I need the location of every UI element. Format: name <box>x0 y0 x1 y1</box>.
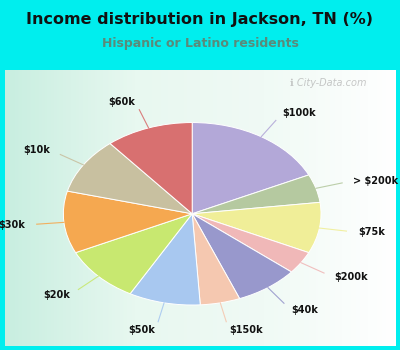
Text: $50k: $50k <box>129 325 156 335</box>
Wedge shape <box>192 122 309 214</box>
Text: $30k: $30k <box>0 220 25 230</box>
Text: $200k: $200k <box>334 273 368 282</box>
Wedge shape <box>192 202 321 253</box>
Text: $60k: $60k <box>108 97 135 107</box>
Wedge shape <box>110 122 192 214</box>
Text: > $200k: > $200k <box>353 176 398 186</box>
Text: $75k: $75k <box>358 228 385 237</box>
Text: $10k: $10k <box>24 145 50 155</box>
Wedge shape <box>130 214 200 305</box>
Wedge shape <box>76 214 192 294</box>
Text: $100k: $100k <box>282 108 316 118</box>
Text: $150k: $150k <box>229 325 262 335</box>
Text: Hispanic or Latino residents: Hispanic or Latino residents <box>102 37 298 50</box>
Text: ℹ City-Data.com: ℹ City-Data.com <box>290 78 366 88</box>
Wedge shape <box>192 175 320 214</box>
Text: Income distribution in Jackson, TN (%): Income distribution in Jackson, TN (%) <box>26 12 374 27</box>
Wedge shape <box>63 191 192 253</box>
Wedge shape <box>192 214 309 272</box>
Wedge shape <box>68 144 192 214</box>
Wedge shape <box>192 214 292 299</box>
Text: $20k: $20k <box>43 290 70 300</box>
Text: $40k: $40k <box>291 305 318 315</box>
Wedge shape <box>192 214 240 305</box>
